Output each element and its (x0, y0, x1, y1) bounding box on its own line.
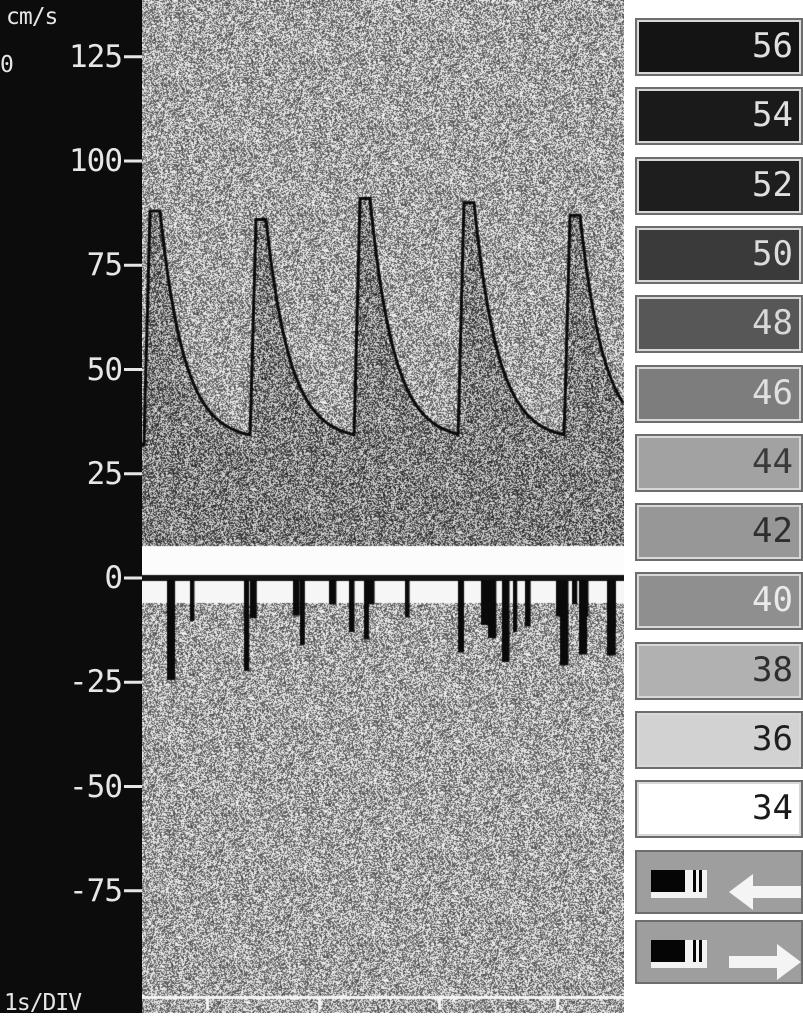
zero-mark: 0 (0, 52, 14, 78)
time-scale-label: 1s/DIV (4, 990, 82, 1016)
intensity-level-label: 34 (752, 788, 793, 829)
velocity-tick-label: 75 (86, 247, 123, 284)
intensity-level-34: 34 (635, 780, 803, 839)
arrow-left-icon (651, 870, 801, 910)
velocity-tick-label: 100 (69, 143, 123, 179)
intensity-level-36: 36 (635, 711, 803, 769)
velocity-tick-label: -75 (69, 872, 123, 909)
intensity-level-46: 46 (635, 364, 803, 423)
intensity-level-48: 48 (635, 295, 803, 354)
intensity-level-38: 38 (635, 641, 803, 700)
intensity-level-label: 44 (752, 441, 793, 482)
forward-direction-button[interactable] (635, 920, 803, 984)
intensity-level-42: 42 (635, 503, 803, 562)
velocity-tick-label: -50 (69, 768, 123, 805)
intensity-level-44: 44 (635, 433, 803, 492)
intensity-level-52: 52 (635, 156, 803, 215)
spectrogram-canvas (142, 0, 624, 1013)
velocity-tick-label: -25 (69, 664, 123, 701)
intensity-level-label: 50 (752, 233, 793, 274)
intensity-level-label: 38 (752, 649, 793, 690)
intensity-level-label: 36 (752, 719, 793, 759)
velocity-axis-panel: cm/s 0 125 100 75 50 25 0 -25 -50 -75 1s/DIV (0, 0, 142, 1016)
velocity-tick-label: 50 (86, 351, 123, 388)
arrow-right-icon (651, 940, 801, 980)
intensity-level-label: 40 (752, 580, 793, 621)
reverse-direction-button[interactable] (635, 850, 803, 914)
velocity-tick-label: 0 (104, 560, 123, 596)
velocity-tick-label: 25 (86, 455, 123, 492)
intensity-level-label: 46 (752, 372, 793, 413)
intensity-level-56: 56 (635, 18, 803, 76)
intensity-level-54: 54 (635, 87, 803, 146)
intensity-level-40: 40 (635, 572, 803, 631)
intensity-level-label: 52 (752, 164, 793, 205)
intensity-level-label: 54 (752, 95, 793, 136)
intensity-level-label: 56 (752, 26, 793, 66)
intensity-level-label: 48 (752, 303, 793, 344)
intensity-level-50: 50 (635, 225, 803, 284)
unit-label: cm/s (6, 4, 58, 30)
intensity-level-label: 42 (752, 511, 793, 552)
doppler-spectrogram (142, 0, 624, 1013)
velocity-tick-label: 125 (69, 38, 123, 75)
axis-tick-marks (124, 55, 142, 893)
